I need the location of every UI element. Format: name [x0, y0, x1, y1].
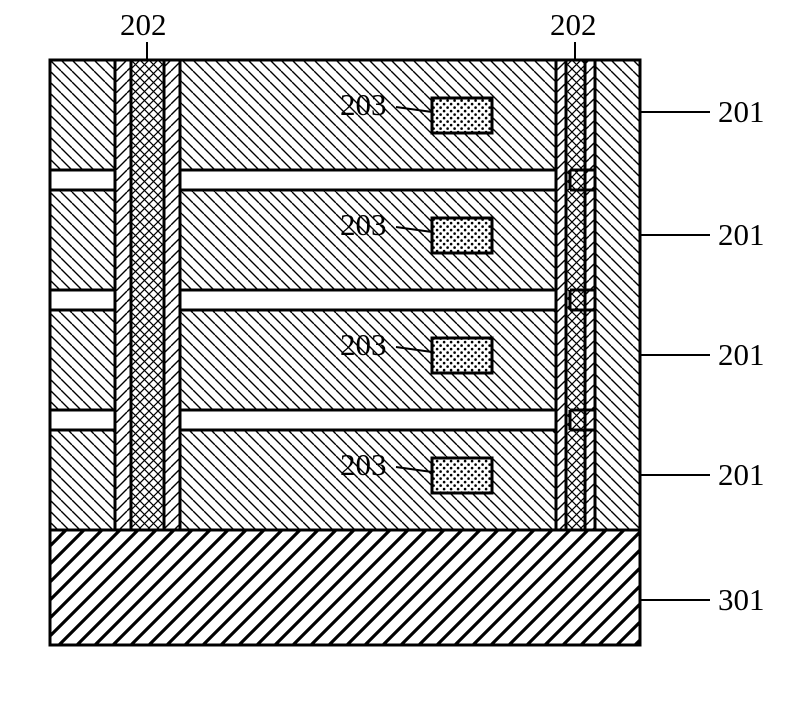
element-203-1 — [432, 218, 492, 253]
element-203-0 — [432, 98, 492, 133]
label-203-0: 203 — [340, 87, 387, 122]
substrate-301 — [50, 530, 640, 645]
via-202-0-core — [131, 60, 164, 530]
element-203-3 — [432, 458, 492, 493]
layer-201-row-2-right — [595, 310, 640, 410]
layer-201-row-1-left — [50, 190, 115, 290]
label-201-0: 201 — [718, 94, 765, 129]
via-202-0-flank-left — [115, 60, 131, 530]
cross-section-diagram: 201 201 201 201 301 202 202 203 203 203 203 — [0, 0, 806, 722]
layer-201-row-1-right — [595, 190, 640, 290]
label-301: 301 — [718, 582, 765, 617]
label-201-2: 201 — [718, 337, 765, 372]
label-201-1: 201 — [718, 217, 765, 252]
layer-201-row-0-right — [595, 60, 640, 170]
element-203-2 — [432, 338, 492, 373]
label-202-1: 202 — [550, 7, 597, 42]
layer-201-row-3-right — [595, 430, 640, 530]
via-202-0-flank-right — [164, 60, 180, 530]
layer-201-row-0-left — [50, 60, 115, 170]
label-201-3: 201 — [718, 457, 765, 492]
label-203-2: 203 — [340, 327, 387, 362]
label-202-0: 202 — [120, 7, 167, 42]
label-203-3: 203 — [340, 447, 387, 482]
layer-201-row-3-left — [50, 430, 115, 530]
label-203-1: 203 — [340, 207, 387, 242]
layer-201-row-2-left — [50, 310, 115, 410]
